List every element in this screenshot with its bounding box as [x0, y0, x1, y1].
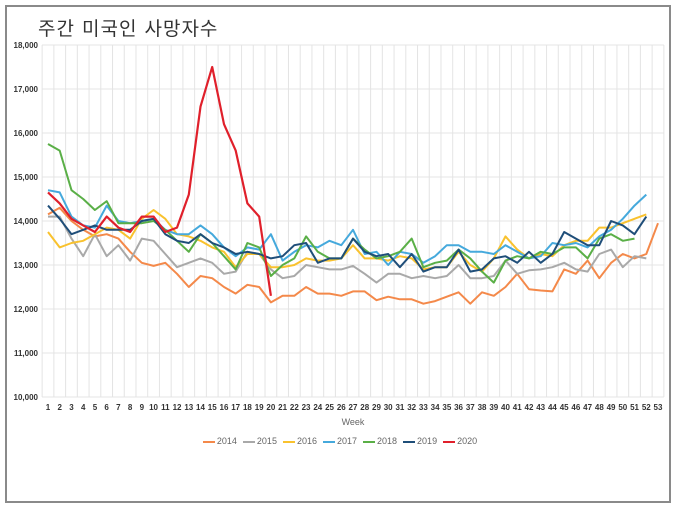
legend-swatch [242, 440, 255, 443]
x-tick-label: 10 [149, 403, 158, 412]
y-tick-label: 16,000 [14, 129, 39, 138]
x-tick-label: 5 [93, 403, 98, 412]
legend-item-2020: 2020 [443, 436, 477, 446]
x-tick-label: 16 [220, 403, 229, 412]
x-tick-label: 34 [431, 403, 440, 412]
x-tick-label: 50 [618, 403, 627, 412]
x-tick-label: 13 [184, 403, 193, 412]
series-line-2014 [47, 206, 659, 305]
legend-swatch [443, 440, 456, 443]
x-tick-label: 45 [560, 403, 569, 412]
x-tick-label: 27 [349, 403, 358, 412]
legend-label: 2014 [216, 436, 237, 446]
legend-label: 2018 [377, 436, 398, 446]
x-tick-label: 1 [46, 403, 51, 412]
x-tick-label: 32 [407, 403, 416, 412]
x-tick-label: 41 [513, 403, 522, 412]
x-tick-label: 52 [642, 403, 651, 412]
legend-swatch [282, 440, 295, 443]
x-tick-label: 48 [595, 403, 604, 412]
y-tick-label: 10,000 [14, 393, 39, 402]
x-tick-label: 19 [255, 403, 264, 412]
x-tick-label: 47 [583, 403, 592, 412]
x-tick-label: 11 [161, 403, 170, 412]
x-tick-label: 38 [478, 403, 487, 412]
x-tick-label: 49 [607, 403, 616, 412]
legend-label: 2017 [336, 436, 358, 446]
series-line-2019 [47, 204, 648, 273]
legend-swatch [363, 440, 376, 443]
x-axis-label: Week [342, 417, 365, 427]
x-tick-label: 6 [104, 403, 109, 412]
x-tick-label: 30 [384, 403, 393, 412]
x-tick-label: 51 [630, 403, 639, 412]
x-tick-label: 23 [302, 403, 311, 412]
x-tick-label: 15 [208, 403, 217, 412]
x-tick-label: 14 [196, 403, 205, 412]
x-tick-label: 36 [454, 403, 463, 412]
y-tick-label: 11,000 [14, 349, 39, 358]
x-tick-label: 44 [548, 403, 557, 412]
chart-legend: 2014 2015 2016 2017 2018 2019 2020 [0, 436, 680, 446]
x-tick-label: 8 [128, 403, 133, 412]
x-tick-label: 18 [243, 403, 252, 412]
series-line-2016 [47, 209, 647, 273]
x-tick-label: 33 [419, 403, 428, 412]
y-tick-label: 12,000 [14, 305, 39, 314]
y-tick-label: 17,000 [14, 85, 39, 94]
line-chart: 1 2 3 4 5 6 7 8 9 10 11 12 13 14 15 16 17 18 19 20 21 22 23 24 2… [14, 41, 665, 427]
legend-swatch [322, 440, 335, 443]
legend-item-2017: 2017 [322, 436, 358, 446]
x-tick-label: 28 [360, 403, 369, 412]
x-tick-label: 2 [58, 403, 63, 412]
legend-swatch [403, 440, 416, 443]
x-tick-label: 39 [489, 403, 498, 412]
legend-item-2019: 2019 [403, 436, 437, 446]
x-tick-label: 25 [325, 403, 334, 412]
x-tick-label: 17 [231, 403, 240, 412]
series-line-2020 [47, 65, 272, 296]
x-tick-label: 46 [571, 403, 580, 412]
x-tick-label: 43 [536, 403, 545, 412]
x-tick-label: 4 [81, 403, 86, 412]
legend-label: 2016 [296, 436, 317, 446]
x-tick-label: 37 [466, 403, 475, 412]
legend-label: 2020 [457, 436, 478, 446]
legend-item-2014: 2014 [202, 436, 237, 446]
x-tick-label: 3 [69, 403, 74, 412]
x-tick-label: 12 [173, 403, 182, 412]
legend-item-2015: 2015 [242, 436, 277, 446]
x-tick-label: 53 [654, 403, 663, 412]
legend-item-2016: 2016 [282, 436, 317, 446]
x-tick-label: 29 [372, 403, 381, 412]
x-tick-label: 42 [525, 403, 534, 412]
y-tick-label: 18,000 [14, 41, 39, 50]
x-tick-label: 22 [290, 403, 299, 412]
legend-item-2018: 2018 [363, 436, 397, 446]
y-tick-label: 14,000 [14, 217, 39, 226]
y-tick-label: 15,000 [14, 173, 39, 182]
legend-label: 2019 [417, 436, 438, 446]
series-line-2015 [48, 215, 647, 284]
x-tick-label: 9 [140, 403, 145, 412]
x-tick-label: 7 [116, 403, 121, 412]
x-tick-label: 35 [442, 403, 451, 412]
y-tick-label: 13,000 [14, 261, 39, 270]
x-tick-label: 21 [278, 403, 287, 412]
x-tick-label: 26 [337, 403, 346, 412]
chart-title: 주간 미국인 사망자수 [38, 18, 219, 40]
x-tick-label: 40 [501, 403, 510, 412]
legend-label: 2015 [256, 436, 277, 446]
x-tick-label: 20 [266, 403, 275, 412]
legend-swatch [202, 440, 215, 443]
chart-frame [5, 5, 671, 503]
x-tick-label: 31 [395, 403, 404, 412]
x-tick-label: 24 [313, 403, 322, 412]
